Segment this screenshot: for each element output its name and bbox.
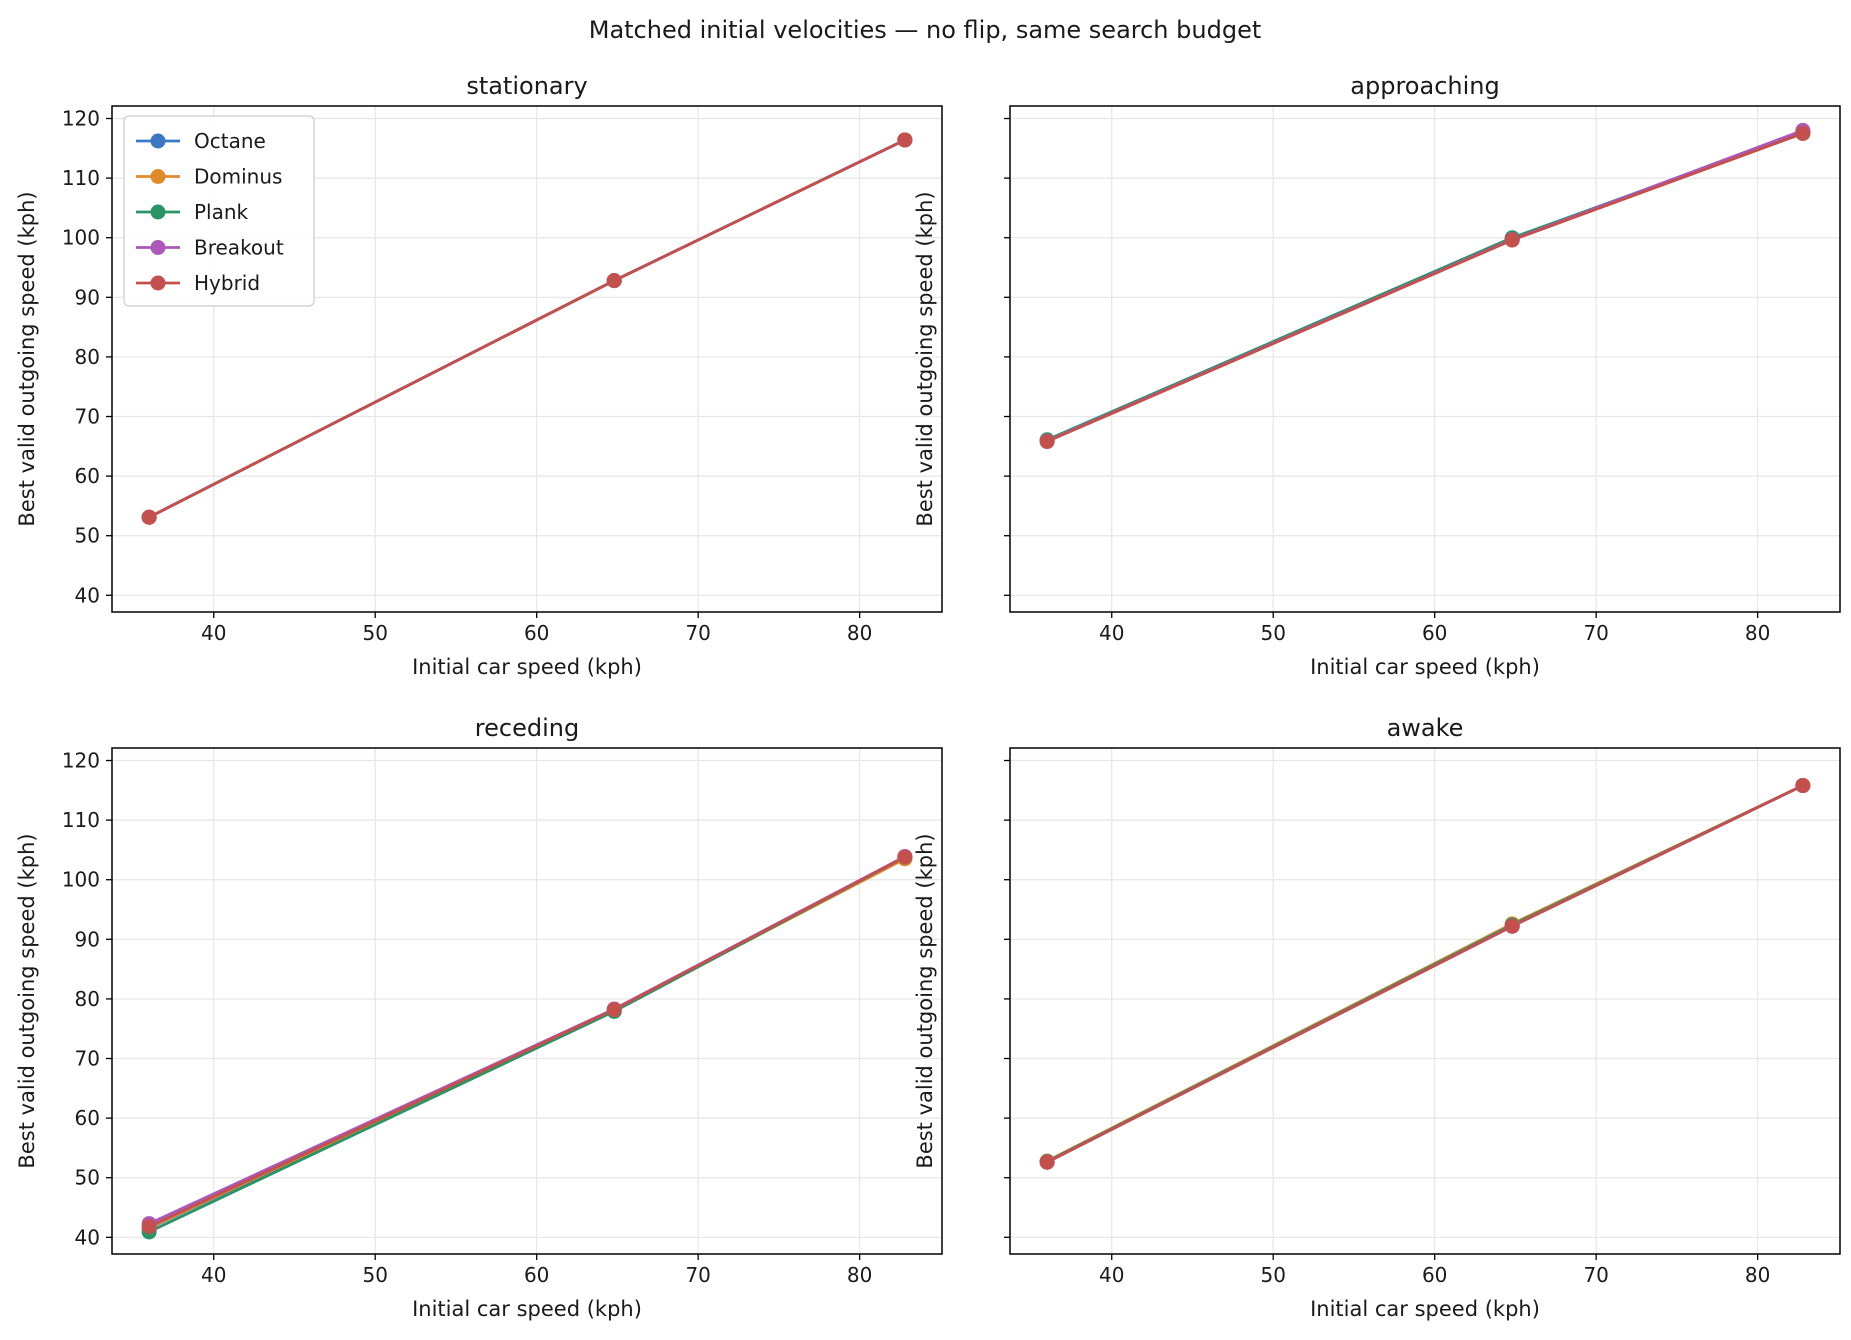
data-point-hybrid (1039, 434, 1055, 450)
data-point-hybrid (141, 509, 157, 525)
y-axis-label: Best valid outgoing speed (kph) (15, 833, 39, 1168)
x-axis-label: Initial car speed (kph) (412, 1297, 642, 1321)
legend-box (123, 115, 315, 307)
x-tick-label: 40 (1099, 1263, 1124, 1287)
legend-marker-plank (150, 204, 166, 220)
data-point-hybrid (606, 1002, 622, 1018)
legend-marker-dominus (150, 169, 166, 184)
y-tick-label: 120 (62, 107, 100, 131)
x-axis-label: Initial car speed (kph) (412, 655, 642, 679)
plot-frame (111, 747, 943, 1255)
x-tick-label: 40 (201, 1263, 226, 1287)
x-tick-label: 80 (847, 1263, 872, 1287)
y-tick-label: 50 (75, 1166, 100, 1190)
plot-frame (1009, 105, 1841, 613)
series-line-dominus (1046, 132, 1804, 443)
x-tick-label: 50 (1260, 1263, 1285, 1287)
series-line-breakout (148, 855, 906, 1225)
legend: Octane Dominus Plank Breakout Hybrid (123, 115, 315, 307)
x-tick-label: 60 (524, 621, 549, 645)
x-tick-label: 40 (1099, 621, 1124, 645)
x-tick-label: 50 (362, 621, 387, 645)
series-line-hybrid (1046, 784, 1804, 1164)
subplot-title: stationary (466, 72, 587, 100)
data-point-hybrid (1504, 232, 1520, 248)
data-point-hybrid (1795, 778, 1811, 794)
y-tick-label: 110 (62, 808, 100, 832)
series-line-hybrid (1046, 132, 1804, 443)
subplot-awake: 40 50 60 70 80 awake Initial car speed (kph) Be… (913, 714, 1841, 1321)
data-point-hybrid (1795, 125, 1811, 141)
plot-frame (1009, 747, 1841, 1255)
legend-marker-breakout (150, 240, 166, 255)
figure-suptitle: Matched initial velocities — no flip, sa… (589, 16, 1262, 44)
y-tick-label: 80 (75, 345, 100, 369)
x-tick-label: 70 (1583, 621, 1608, 645)
y-tick-label: 60 (75, 464, 100, 488)
x-tick-label: 80 (847, 621, 872, 645)
subplot-title: awake (1387, 714, 1464, 742)
y-tick-label: 50 (75, 524, 100, 548)
legend-label: Octane (194, 129, 266, 153)
y-tick-label: 40 (75, 1225, 100, 1249)
data-point-hybrid (897, 132, 913, 148)
y-tick-label: 40 (75, 583, 100, 607)
y-tick-label: 60 (75, 1106, 100, 1130)
x-tick-label: 50 (362, 1263, 387, 1287)
y-tick-label: 80 (75, 987, 100, 1011)
y-tick-label: 100 (62, 226, 100, 250)
legend-label: Breakout (194, 236, 284, 260)
x-tick-label: 60 (524, 1263, 549, 1287)
x-axis-label: Initial car speed (kph) (1310, 655, 1540, 679)
subplot-receding: 40 50 60 70 80 40 50 60 70 80 90 100 110 120 receding I… (15, 714, 943, 1321)
subplot-approaching: 40 50 60 70 80 approaching Initial car speed (… (913, 72, 1841, 679)
data-point-hybrid (1039, 1154, 1055, 1170)
subplot-title: receding (475, 714, 579, 742)
x-tick-label: 70 (685, 1263, 710, 1287)
y-tick-label: 90 (75, 927, 100, 951)
data-point-hybrid (1504, 918, 1520, 934)
x-tick-label: 40 (201, 621, 226, 645)
legend-label: Dominus (194, 165, 282, 189)
x-tick-label: 70 (685, 621, 710, 645)
series-line-breakout (1046, 129, 1804, 443)
y-tick-label: 70 (75, 1047, 100, 1071)
legend-marker-octane (150, 133, 166, 149)
legend-marker-hybrid (150, 275, 166, 291)
y-tick-label: 70 (75, 405, 100, 429)
x-tick-label: 60 (1422, 1263, 1447, 1287)
y-tick-label: 110 (62, 166, 100, 190)
y-axis-label: Best valid outgoing speed (kph) (913, 833, 937, 1168)
data-point-hybrid (606, 273, 622, 289)
y-tick-label: 120 (62, 749, 100, 773)
x-tick-label: 60 (1422, 621, 1447, 645)
y-axis-label: Best valid outgoing speed (kph) (15, 191, 39, 526)
legend-label: Plank (194, 200, 249, 224)
x-tick-label: 70 (1583, 1263, 1608, 1287)
x-tick-label: 80 (1745, 1263, 1770, 1287)
x-axis-label: Initial car speed (kph) (1310, 1297, 1540, 1321)
subplot-title: approaching (1350, 72, 1499, 100)
x-tick-label: 80 (1745, 621, 1770, 645)
subplot-stationary: 40 50 60 70 80 40 50 60 70 80 90 100 110 120 stationar… (15, 72, 943, 679)
y-tick-label: 90 (75, 285, 100, 309)
x-tick-label: 50 (1260, 621, 1285, 645)
y-tick-label: 100 (62, 868, 100, 892)
y-axis-label: Best valid outgoing speed (kph) (913, 191, 937, 526)
data-point-hybrid (141, 1219, 157, 1235)
data-point-hybrid (897, 849, 913, 865)
plot-frame (111, 105, 943, 613)
legend-label: Hybrid (194, 271, 260, 295)
